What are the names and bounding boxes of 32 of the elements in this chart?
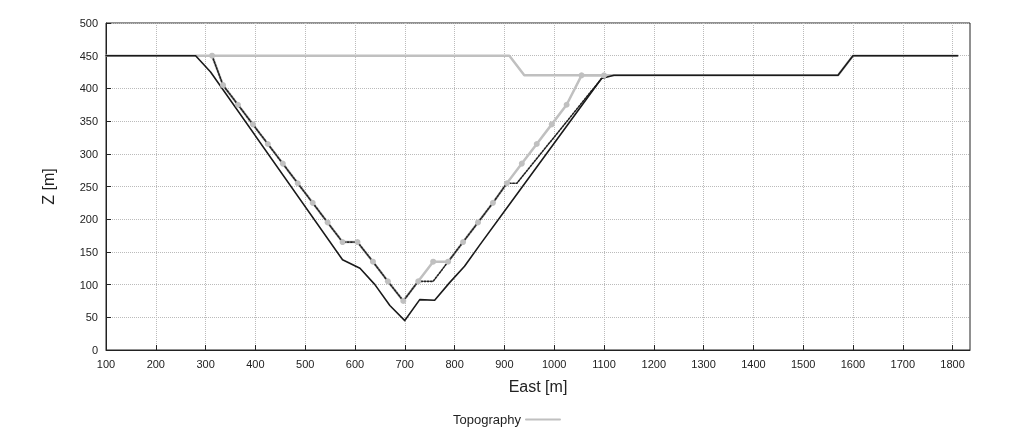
x-tick-label: 1500 bbox=[790, 357, 816, 370]
y-tick-label: 400 bbox=[79, 82, 98, 95]
y-tick-label: 250 bbox=[79, 180, 98, 193]
x-tick-label: 800 bbox=[445, 357, 464, 370]
y-tick-label: 150 bbox=[79, 245, 98, 258]
x-tick-label: 1700 bbox=[890, 357, 916, 370]
x-tick-label: 1100 bbox=[592, 357, 616, 370]
y-tick-label: 200 bbox=[79, 213, 98, 226]
x-tick-label: 100 bbox=[96, 357, 116, 370]
y-tick-label: 500 bbox=[79, 17, 98, 29]
x-tick-label: 1200 bbox=[641, 357, 667, 370]
x-tick-label: 200 bbox=[146, 357, 165, 370]
x-tick-label: 1600 bbox=[840, 357, 866, 370]
x-tick-label: 400 bbox=[246, 357, 265, 370]
x-tick-label: 900 bbox=[495, 357, 514, 370]
y-tick-label: 350 bbox=[79, 115, 98, 128]
x-tick-label: 1000 bbox=[541, 357, 567, 370]
y-tick-label: 0 bbox=[91, 344, 98, 356]
y-axis-title: Z [m] bbox=[39, 168, 57, 205]
legend-label: Topography bbox=[453, 412, 522, 427]
x-axis-title: East [m] bbox=[508, 377, 568, 395]
x-tick-label: 700 bbox=[395, 357, 414, 370]
x-tick-label: 500 bbox=[296, 357, 315, 370]
x-tick-label: 1300 bbox=[691, 357, 716, 370]
x-tick-label: 1800 bbox=[940, 357, 965, 370]
y-tick-label: 100 bbox=[79, 278, 98, 291]
x-tick-label: 1400 bbox=[741, 357, 766, 370]
x-tick-label: 300 bbox=[196, 357, 215, 370]
y-tick-label: 50 bbox=[85, 311, 98, 324]
y-tick-label: 300 bbox=[79, 147, 98, 160]
x-tick-label: 600 bbox=[345, 357, 365, 370]
y-tick-label: 450 bbox=[79, 49, 98, 62]
